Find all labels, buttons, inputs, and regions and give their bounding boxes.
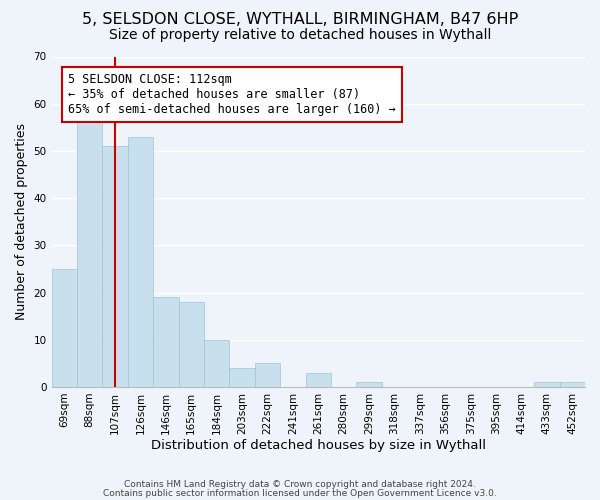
Bar	[356, 382, 382, 387]
Bar	[153, 298, 179, 387]
Text: 5 SELSDON CLOSE: 112sqm
← 35% of detached houses are smaller (87)
65% of semi-de: 5 SELSDON CLOSE: 112sqm ← 35% of detache…	[68, 73, 396, 116]
Bar	[103, 146, 128, 387]
Text: Contains HM Land Registry data © Crown copyright and database right 2024.: Contains HM Land Registry data © Crown c…	[124, 480, 476, 489]
Text: 5, SELSDON CLOSE, WYTHALL, BIRMINGHAM, B47 6HP: 5, SELSDON CLOSE, WYTHALL, BIRMINGHAM, B…	[82, 12, 518, 28]
Bar	[128, 137, 153, 387]
Bar	[204, 340, 229, 387]
Bar	[534, 382, 560, 387]
Y-axis label: Number of detached properties: Number of detached properties	[15, 123, 28, 320]
Bar	[77, 113, 103, 387]
Bar	[560, 382, 585, 387]
Bar	[255, 364, 280, 387]
Bar	[52, 269, 77, 387]
Text: Size of property relative to detached houses in Wythall: Size of property relative to detached ho…	[109, 28, 491, 42]
Bar	[229, 368, 255, 387]
X-axis label: Distribution of detached houses by size in Wythall: Distribution of detached houses by size …	[151, 440, 486, 452]
Bar	[305, 373, 331, 387]
Bar	[179, 302, 204, 387]
Text: Contains public sector information licensed under the Open Government Licence v3: Contains public sector information licen…	[103, 488, 497, 498]
